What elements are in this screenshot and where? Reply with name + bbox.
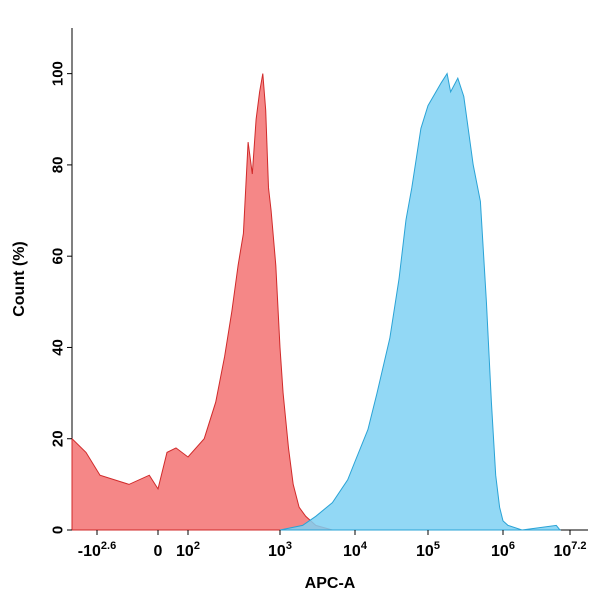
y-axis-title: Count (%)	[11, 241, 28, 317]
x-axis-title: APC-A	[305, 575, 356, 592]
x-ticks: -102.6 0 102 103 104 105 106 107.2	[78, 530, 587, 560]
y-tick-label: 60	[50, 248, 67, 265]
y-tick-label: 0	[50, 526, 67, 534]
x-tick-label: 103	[268, 540, 292, 560]
series-2-area	[279, 72, 562, 531]
y-tick-label: 40	[50, 339, 67, 356]
x-tick-label: 106	[491, 540, 515, 560]
plot-area: 0 20 40 60 80 100 -102.6 0 102 103 104 105 106 107.2	[50, 28, 588, 560]
y-tick-label: 20	[50, 430, 67, 447]
x-tick-label: 0	[154, 543, 163, 560]
series-1-area	[71, 73, 333, 531]
x-tick-label: -102.6	[78, 540, 116, 560]
x-tick-label: 105	[416, 540, 440, 560]
series-layer	[71, 72, 562, 531]
x-tick-label: 102	[176, 540, 200, 560]
x-tick-label: 107.2	[553, 540, 586, 560]
y-tick-label: 80	[50, 157, 67, 174]
y-ticks: 0 20 40 60 80 100	[50, 61, 72, 534]
x-tick-label: 104	[343, 540, 368, 560]
y-tick-label: 100	[50, 61, 67, 86]
